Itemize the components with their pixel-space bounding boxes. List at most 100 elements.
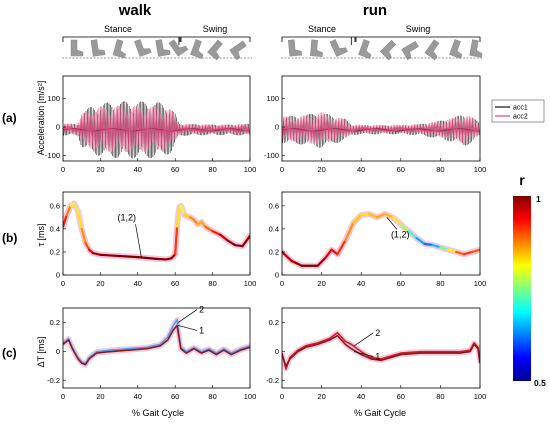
run_a-xtick-label: 60 [397,165,405,174]
run_a-ytick-label: -100 [264,151,279,160]
walk_b-segment [204,225,214,233]
walk-foot-icon-4 [134,39,152,57]
run_b-segment [439,246,450,251]
run_a-xtick-label: 0 [280,165,284,174]
run_c-plot-area [282,330,480,372]
run-foot-pictograms [281,39,483,61]
walk_b-segment [91,252,102,256]
run_b-segment [316,256,327,267]
run_b-xtick-label: 80 [436,279,444,288]
walk-tau-axes: (1,2) 0 20 40 60 80 100 0 0.2 0.4 0.6 [50,191,256,288]
run_a-ytick-label: 100 [266,94,279,103]
walk_a-xtick-label: 60 [171,165,179,174]
run_c-xtick-label: 100 [474,392,487,401]
walk_c-xtick-label: 60 [171,392,179,401]
walk_b-segment [73,202,80,213]
run_b-ytick-label: 0.4 [269,224,279,233]
run_b-ytick-label: 0.2 [269,247,279,256]
walk-foot-icon-7 [190,39,204,59]
row-label-a: (a) [2,111,17,125]
run_b-segment [290,260,303,267]
run_a-mean-acc2 [282,128,480,132]
run_c-annotation-line-2 [354,332,374,347]
walk_b-plot-area [63,200,250,263]
walk-stance-bracket [62,36,181,42]
run-foot-icon-8 [449,39,463,59]
colorbar-max-label: 1 [536,194,541,204]
run_b-xtick-label: 20 [317,279,325,288]
walk_b-segment [211,230,222,236]
run_b-segment [391,216,402,226]
run_b-segment [368,212,379,219]
run_b-segment [447,248,458,254]
walk_b-frame [62,191,251,276]
walk_b-ytick-label: 0.2 [50,247,60,256]
run-stance-bracket [281,36,356,42]
run_a-ytick-label: 0 [275,123,279,132]
walk_b-segment [136,256,158,260]
run_c-series-1 [282,334,480,367]
walk_c-xtick-label: 40 [134,392,142,401]
run_b-annotation: (1,2) [391,229,410,239]
run_b-annotation-line [386,217,398,230]
run-foot-icon-1 [288,39,302,57]
run_b-xtick-label: 0 [280,279,284,288]
ylabel-tau: τ [ms] [36,223,46,246]
walk_b-segment [117,254,139,259]
run-swing-label: Swing [406,24,431,34]
walk-swing-bracket [180,36,251,42]
walk_b-segment [175,207,181,228]
run_a-xtick-label: 20 [317,165,325,174]
run-foot-icon-9 [469,39,483,58]
walk_c-xtick-label: 100 [244,392,257,401]
walk_a-plot-area [63,101,250,159]
run_b-segment [330,248,339,256]
run-foot-icon-5 [379,39,397,61]
run_c-annotation-line-1 [354,351,374,357]
run_b-segment [463,250,474,256]
run_c-ytick-label: -0.2 [266,376,279,385]
run_c-frame [281,307,481,389]
walk_b-segment [80,227,87,244]
walk_b-annotation: (1,2) [118,212,137,222]
walk_b-segment [76,210,83,230]
walk_c-xtick-label: 20 [96,392,104,401]
xlabel-run: % Gait Cycle [354,408,406,418]
run_b-xtick-label: 60 [397,279,405,288]
run_b-xtick-label: 100 [474,279,487,288]
run_b-frame [281,191,481,276]
walk_a-mean-acc2 [63,128,250,132]
walk_a-ytick-label: -100 [45,151,60,160]
run_b-segment [324,248,333,259]
walk_c-ytick-label: 0.2 [50,318,60,327]
run_a-trace-acc2 [282,112,480,145]
run_a-frame [281,75,481,162]
walk-deltaT-axes: 210 20 40 60 80 100-0.200.2 [47,305,256,401]
walk_c-series-1 [63,324,250,366]
run_c-ytick-label: 0 [275,347,279,356]
run_a-series-acc2 [282,112,480,145]
walk_b-xtick-label: 60 [171,279,179,288]
run_c-series-2 [282,331,480,370]
legend: acc1 acc2 [491,99,545,123]
colorbar-min-label: 0.5 [534,378,546,388]
walk_b-xtick-label: 0 [61,279,65,288]
xlabel-walk: % Gait Cycle [132,408,184,418]
run_b-segment [282,250,293,263]
run_c-xtick-label: 80 [436,392,444,401]
run_b-ytick-label: 0 [275,271,279,280]
walk-swing-label: Swing [203,24,228,34]
run-foot-icon-2 [310,39,323,58]
run-deltaT-axes: 210 20 40 60 80 100-0.200.2 [266,307,487,401]
walk_a-frame [62,75,251,162]
walk-foot-icon-3 [112,39,126,59]
walk_c-annotation-line-2 [177,309,198,323]
walk_b-segment [84,241,91,251]
walk-foot-pictograms [62,39,252,61]
walk_c-annotation-1: 1 [199,325,204,335]
walk_c-annotation-line-1 [177,325,198,331]
run_a-plot-area [282,112,480,148]
run_b-halo [282,210,480,269]
run_b-segment [423,242,434,247]
